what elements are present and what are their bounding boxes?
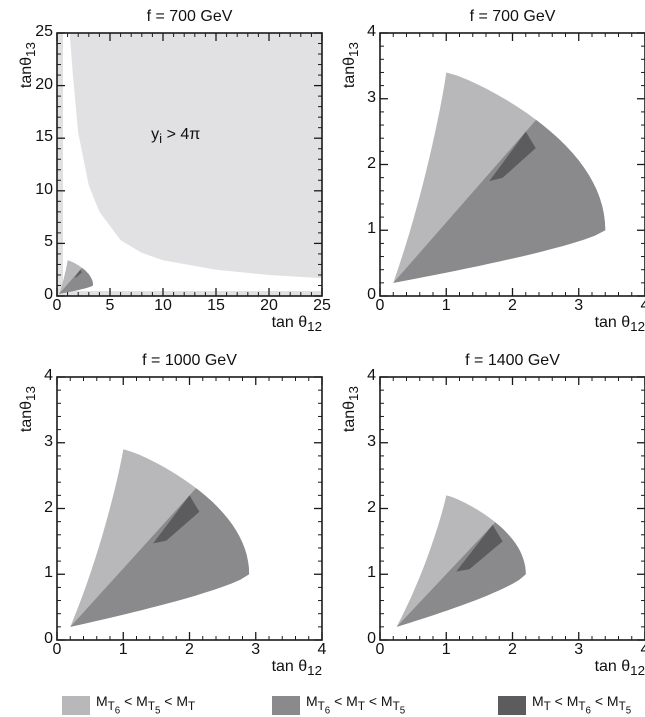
y-tick-label: 4 bbox=[44, 367, 53, 384]
x-tick-label: 10 bbox=[154, 297, 172, 314]
y-tick-label: 3 bbox=[367, 88, 376, 106]
y-tick-label: 1 bbox=[44, 564, 53, 582]
x-tick-label: 15 bbox=[207, 297, 225, 314]
x-tick-label: 3 bbox=[574, 641, 584, 658]
x-tick-label: 0 bbox=[52, 641, 62, 658]
excluded-strip-bottom bbox=[57, 291, 322, 296]
y-tick-label: 4 bbox=[367, 23, 376, 40]
y-tick-label: 20 bbox=[35, 75, 53, 93]
excluded-strip-left bbox=[57, 33, 63, 296]
x-tick-label: 0 bbox=[52, 297, 62, 314]
legend-label-1: MT6 < MT5 < MT bbox=[96, 693, 196, 717]
x-axis-label: tan θ12 bbox=[594, 658, 645, 679]
region-dark bbox=[489, 131, 536, 182]
x-tick-label: 20 bbox=[260, 297, 278, 314]
panel-3-title: f = 1000 GeV bbox=[142, 352, 237, 369]
x-tick-label: 2 bbox=[508, 641, 517, 658]
y-tick-label: 2 bbox=[367, 498, 376, 516]
y-tick-label: 0 bbox=[367, 630, 376, 647]
plots-canvas bbox=[56, 32, 645, 641]
panel-4-title: f = 1400 GeV bbox=[465, 352, 560, 369]
legend-swatch-1 bbox=[62, 695, 90, 715]
legend-item-3: MT < MT6 < MT5 bbox=[498, 693, 632, 717]
y-tick-label: 3 bbox=[367, 432, 376, 450]
region-mid bbox=[393, 72, 606, 283]
x-axis-label: tan θ12 bbox=[594, 314, 645, 335]
y-axis-label: tanθ13 bbox=[340, 386, 362, 433]
panel-2-title: f = 700 GeV bbox=[469, 8, 556, 25]
x-tick-label: 4 bbox=[317, 641, 327, 658]
panel-1-title: f = 700 GeV bbox=[146, 8, 233, 25]
panel-1-frame bbox=[56, 32, 323, 297]
x-tick-label: 25 bbox=[313, 297, 331, 314]
y-axis-label: tanθ13 bbox=[340, 42, 362, 89]
legend-item-2: MT6 < MT < MT5 bbox=[272, 693, 406, 717]
annotation-label: yi > 4π bbox=[151, 125, 201, 146]
region-dark bbox=[456, 524, 503, 572]
y-axis-label: tanθ13 bbox=[17, 386, 39, 433]
x-tick-label: 5 bbox=[105, 297, 115, 314]
legend-item-1: MT6 < MT5 < MT bbox=[62, 693, 196, 717]
x-tick-label: 1 bbox=[118, 641, 128, 658]
x-tick-label: 3 bbox=[574, 297, 584, 314]
x-tick-label: 1 bbox=[441, 297, 451, 314]
x-tick-label: 0 bbox=[375, 641, 385, 658]
x-tick-label: 2 bbox=[508, 297, 517, 314]
y-tick-label: 0 bbox=[44, 286, 53, 303]
y-tick-label: 3 bbox=[44, 432, 53, 450]
x-tick-label: 1 bbox=[441, 641, 451, 658]
y-tick-label: 5 bbox=[44, 233, 53, 251]
y-axis-label: tanθ13 bbox=[17, 42, 39, 89]
legend-label-3: MT < MT6 < MT5 bbox=[532, 693, 632, 717]
y-tick-label: 2 bbox=[367, 154, 376, 172]
y-tick-label: 1 bbox=[367, 220, 376, 238]
region-dark bbox=[74, 269, 82, 278]
excluded-region bbox=[69, 33, 322, 279]
y-tick-label: 15 bbox=[35, 128, 53, 146]
x-axis-label: tan θ12 bbox=[271, 658, 322, 679]
legend-label-2: MT6 < MT < MT5 bbox=[306, 693, 406, 717]
y-tick-label: 0 bbox=[367, 286, 376, 303]
region-dark bbox=[153, 495, 200, 544]
y-tick-label: 25 bbox=[35, 23, 53, 40]
y-tick-label: 1 bbox=[367, 564, 376, 582]
x-axis-label: tan θ12 bbox=[271, 314, 322, 335]
x-tick-label: 2 bbox=[185, 641, 194, 658]
y-tick-label: 2 bbox=[44, 498, 53, 516]
y-tick-label: 4 bbox=[367, 367, 376, 384]
x-tick-label: 4 bbox=[641, 297, 645, 315]
x-tick-label: 0 bbox=[375, 297, 385, 314]
x-tick-label: 4 bbox=[641, 641, 645, 659]
x-tick-label: 3 bbox=[251, 641, 261, 658]
legend-swatch-3 bbox=[498, 695, 526, 715]
y-tick-label: 0 bbox=[44, 630, 53, 647]
legend-swatch-2 bbox=[272, 695, 300, 715]
y-tick-label: 10 bbox=[35, 180, 53, 198]
